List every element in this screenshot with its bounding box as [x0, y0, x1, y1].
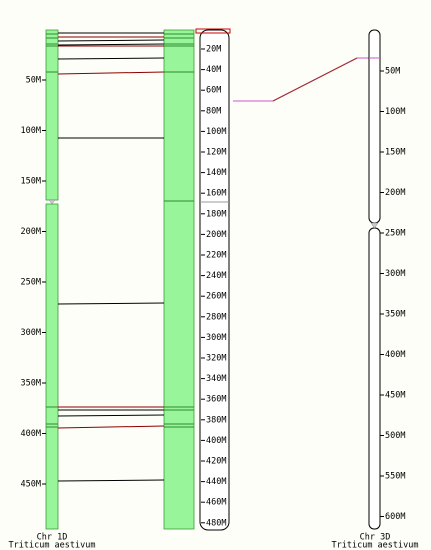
- centromere: [48, 199, 56, 205]
- tick-label: 400M: [206, 436, 226, 446]
- tick-label: 150M: [21, 177, 41, 187]
- tick-label: 200M: [21, 227, 41, 237]
- tick-label: 100M: [206, 127, 226, 137]
- tick-label: 100M: [385, 107, 405, 117]
- tick-label: 140M: [206, 168, 226, 178]
- right-chromosome-arm: [368, 29, 381, 224]
- tick-label: 60M: [206, 86, 221, 96]
- tick-label: 350M: [21, 379, 41, 389]
- tick-label: 180M: [206, 209, 226, 219]
- ruler: [199, 29, 230, 531]
- cross-link: [233, 57, 380, 102]
- tick-label: 440M: [206, 477, 226, 487]
- cross-link: [272, 57, 358, 102]
- middle-bands: [164, 33, 194, 428]
- tick-label: 350M: [385, 310, 405, 320]
- tick-label: 460M: [206, 498, 226, 508]
- species-label: Triticum aestivum: [9, 541, 96, 550]
- tick-label: 100M: [21, 126, 41, 136]
- tick-label: 280M: [206, 312, 226, 322]
- tick-label: 260M: [206, 292, 226, 302]
- tick-label: 420M: [206, 457, 226, 467]
- tick-label: 500M: [385, 431, 405, 441]
- links: [57, 32, 165, 482]
- chromosome-label: Chr 1D: [37, 533, 68, 543]
- tick-label: 200M: [206, 230, 226, 240]
- tick-label: 80M: [206, 106, 221, 116]
- tick-label: 450M: [385, 391, 405, 401]
- tick-label: 600M: [385, 512, 405, 522]
- tick-label: 360M: [206, 395, 226, 405]
- tick-label: 380M: [206, 415, 226, 425]
- tick-label: 300M: [206, 333, 226, 343]
- highlight-box: [195, 28, 231, 34]
- tick-label: 150M: [385, 148, 405, 158]
- chromosome-arm: [45, 29, 59, 201]
- tick-label: 200M: [385, 188, 405, 198]
- tick-label: 250M: [385, 229, 405, 239]
- middle-block: [163, 29, 195, 530]
- tick-label: 450M: [21, 480, 41, 490]
- tick-label: 340M: [206, 374, 226, 384]
- tick-label: 250M: [21, 278, 41, 288]
- tick-label: 400M: [21, 429, 41, 439]
- tick-label: 50M: [385, 67, 400, 77]
- tick-label: 480M: [206, 518, 226, 528]
- chromosome-arm: [45, 203, 59, 530]
- left-bands: [46, 33, 58, 428]
- tick-label: 20M: [206, 45, 221, 55]
- tick-label: 320M: [206, 354, 226, 364]
- tick-label: 50M: [26, 76, 41, 86]
- centromere: [370, 222, 379, 229]
- tick-label: 220M: [206, 251, 226, 261]
- tick-label: 300M: [385, 269, 405, 279]
- tick-label: 120M: [206, 148, 226, 158]
- tick-label: 160M: [206, 189, 226, 199]
- tick-label: 550M: [385, 472, 405, 482]
- right-chromosome-arm: [368, 227, 381, 530]
- tick-label: 300M: [21, 328, 41, 338]
- left-chromosome: [45, 29, 59, 530]
- tick-label: 40M: [206, 65, 221, 75]
- chromosome-label: Chr 3D: [360, 533, 391, 543]
- species-label: Triticum aestivum: [332, 541, 419, 550]
- tick-label: 400M: [385, 350, 405, 360]
- tick-label: 240M: [206, 271, 226, 281]
